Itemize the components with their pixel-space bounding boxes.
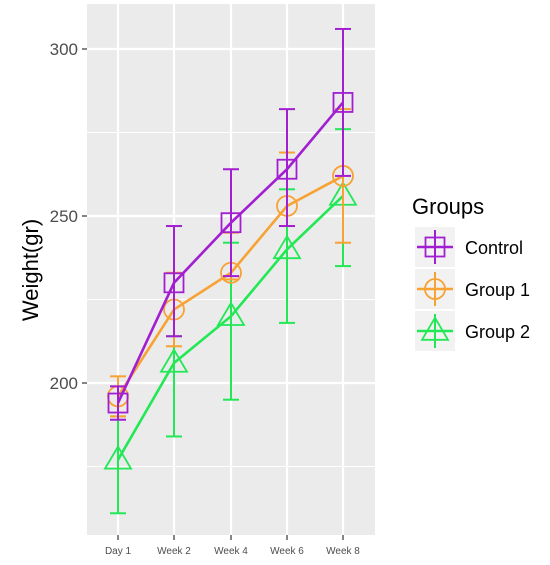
x-tick-label: Week 2 xyxy=(157,546,191,557)
legend-label: Group 1 xyxy=(465,280,530,300)
data-point xyxy=(103,444,133,470)
y-tick-label: 200 xyxy=(50,374,78,393)
series-control xyxy=(107,27,354,421)
y-axis-label: Weight(gr) xyxy=(18,219,43,321)
x-axis: Day 1 Week 2 Week 4 Week 6 Week 8 xyxy=(105,535,360,557)
y-tick-label: 300 xyxy=(50,40,78,59)
x-tick-label: Day 1 xyxy=(105,546,132,557)
legend-key-marker xyxy=(424,278,446,300)
x-tick-label: Week 4 xyxy=(214,546,248,557)
data-point xyxy=(220,212,242,234)
legend-item: Group 2 xyxy=(415,311,530,351)
data-point xyxy=(107,392,129,414)
series-line xyxy=(116,101,344,404)
y-axis: 200 250 300 xyxy=(50,40,87,393)
data-point xyxy=(216,301,246,326)
legend-label: Control xyxy=(465,238,523,258)
data-point xyxy=(163,272,185,294)
legend-item: Group 1 xyxy=(415,269,530,309)
legend-key-marker xyxy=(424,236,446,258)
data-point xyxy=(159,347,189,373)
legend-key-marker xyxy=(420,316,450,341)
data-point xyxy=(332,92,354,113)
series-layer xyxy=(103,27,358,515)
legend-title: Groups xyxy=(412,194,484,219)
y-tick-label: 250 xyxy=(50,207,78,226)
legend-item: Control xyxy=(415,227,523,267)
data-point xyxy=(272,234,302,260)
legend: Groups Control Group 1 Group 2 xyxy=(412,194,530,351)
series-line xyxy=(116,195,344,461)
legend-label: Group 2 xyxy=(465,322,530,342)
x-tick-label: Week 8 xyxy=(326,546,360,557)
x-tick-label: Week 6 xyxy=(270,546,304,557)
data-point xyxy=(276,158,298,180)
legend-items: Control Group 1 Group 2 xyxy=(415,227,530,351)
